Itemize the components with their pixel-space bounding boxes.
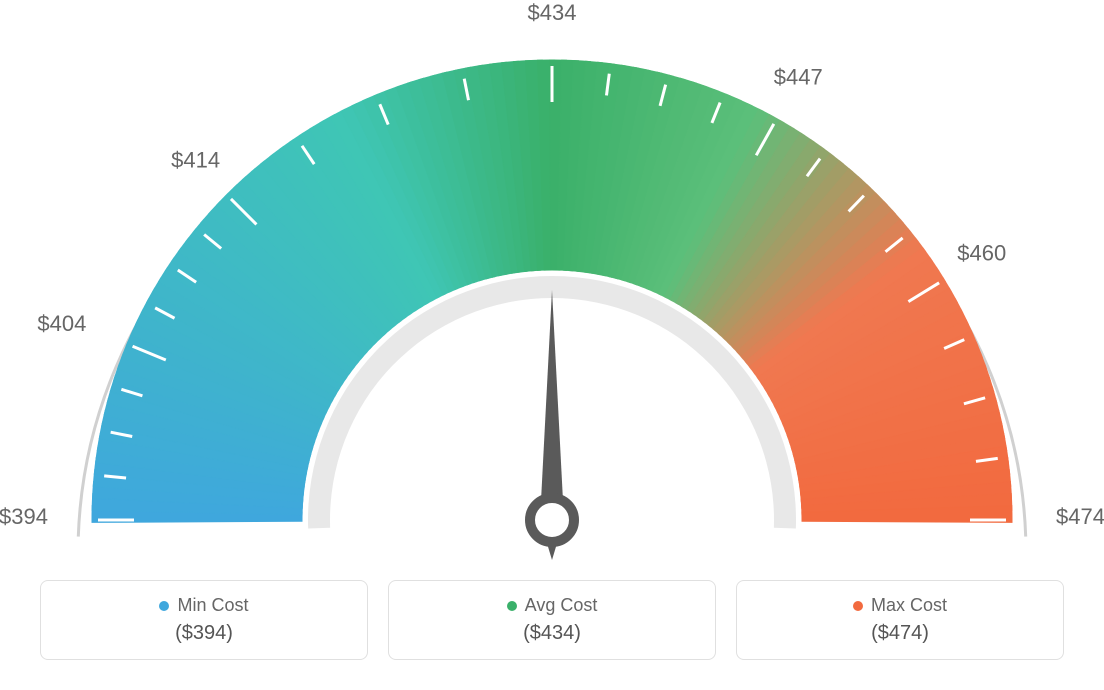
gauge-tick-label: $414 [171,148,220,173]
cost-gauge: $394 $404 $414 $434 $447 $460 $474 [0,0,1104,570]
legend-max-value: ($474) [747,622,1053,645]
gauge-tick-label: $394 [0,504,48,529]
gauge-hub [530,498,574,542]
legend-row: Min Cost ($394) Avg Cost ($434) Max Cost… [0,580,1104,660]
legend-min-value: ($394) [51,622,357,645]
gauge-tick-label: $447 [774,64,823,89]
legend-avg-dot [507,601,517,611]
gauge-tick-label: $404 [37,311,86,336]
legend-min-label: Min Cost [177,595,248,616]
legend-max-dot [853,601,863,611]
legend-max-top: Max Cost [747,595,1053,616]
legend-min-top: Min Cost [51,595,357,616]
gauge-tick-label: $474 [1056,504,1104,529]
legend-min-box: Min Cost ($394) [40,580,368,660]
gauge-tick-label: $434 [528,0,577,25]
legend-max-box: Max Cost ($474) [736,580,1064,660]
legend-avg-label: Avg Cost [525,595,598,616]
gauge-tick-label: $460 [957,241,1006,266]
gauge-svg: $394 $404 $414 $434 $447 $460 $474 [0,0,1104,570]
legend-avg-box: Avg Cost ($434) [388,580,716,660]
legend-avg-value: ($434) [399,622,705,645]
legend-min-dot [159,601,169,611]
legend-avg-top: Avg Cost [399,595,705,616]
legend-max-label: Max Cost [871,595,947,616]
